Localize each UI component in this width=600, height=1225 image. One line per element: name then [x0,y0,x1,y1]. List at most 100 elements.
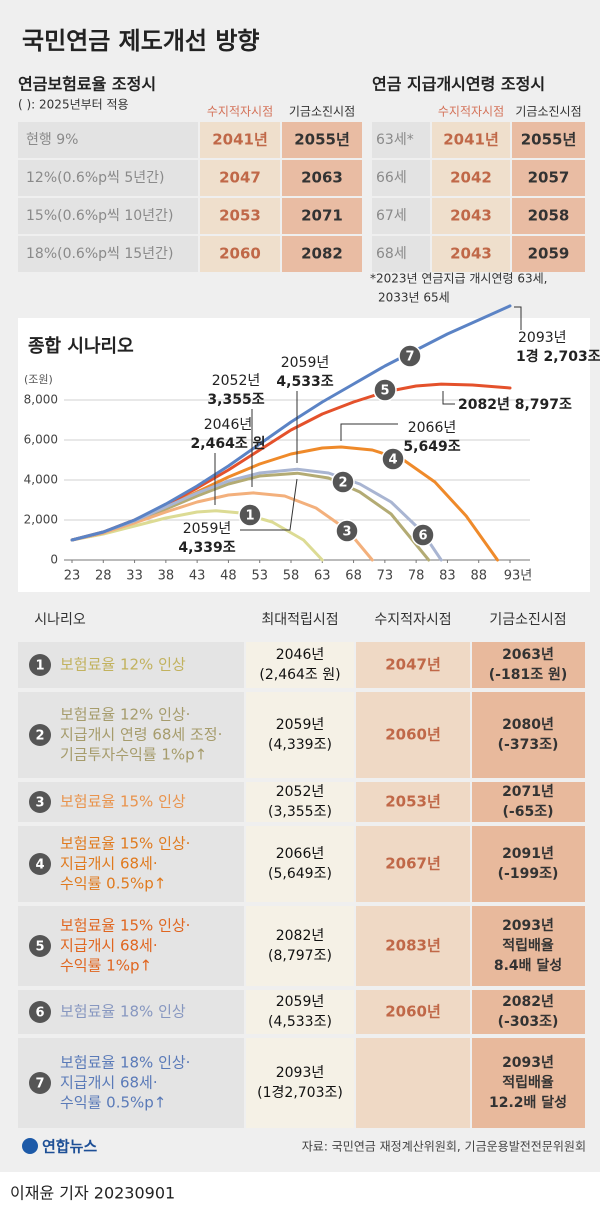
row-label: 68세 [376,246,407,262]
series-badge [238,503,262,527]
table-cell [18,906,244,986]
table-cell [432,198,510,234]
x-tick-label: 28 [95,569,112,584]
table-value: 2082 [301,245,343,263]
annotation: 2059년 [281,355,330,371]
scenario-desc: 보험료율 15% 인상· [60,835,190,853]
table-cell [432,160,510,196]
table-cell [472,692,585,778]
title: 국민연금 제도개선 방향 [22,27,260,55]
series-badge [373,378,397,402]
series-name: 5 [380,384,389,399]
table-cell [356,1038,470,1128]
table-cell [200,122,280,158]
row-label: 12%(0.6%p씩 5년간) [26,170,165,186]
table-cell [18,122,198,158]
table-cell [200,160,280,196]
scenario-deficit: 2060년 [385,726,441,744]
series-badge [398,344,422,368]
scenario-desc: 보험료율 15% 인상 [60,793,186,811]
scenario-number: 7 [35,1077,44,1092]
row-label: 66세 [376,170,407,186]
scenario-desc: 수익률 0.5%p↑ [60,1094,166,1112]
x-tick-label: 23 [64,569,81,584]
scenario-badge [29,1072,51,1094]
scenario-desc: 수익률 1%p↑ [60,957,152,975]
scenario-desc: 보험료율 18% 인상 [60,1003,186,1021]
series-badge [335,519,359,543]
series-name: 3 [342,525,351,540]
table-value: 2053 [219,207,261,225]
x-tick-label: 88 [470,569,487,584]
table-cell [472,642,585,688]
table-value: 2059 [528,245,570,263]
y-tick-label: 4,000 [24,473,58,487]
scenario-number: 4 [35,858,44,873]
x-tick-label: 43 [189,569,206,584]
table-title: 연금 지급개시연령 조정시 [372,75,545,94]
scenario-peak: (2,464조 원) [259,667,340,683]
table-cell [282,122,362,158]
scenario-peak: (1경2,703조) [257,1085,343,1101]
table-cell [372,160,430,196]
scenario-peak: (3,355조) [268,804,332,820]
chart-title: 종합 시나리오 [28,335,134,357]
footer-strip [0,1172,600,1225]
table-cell [432,122,510,158]
table-cell [282,198,362,234]
annotation: 1경 2,703조 [516,348,600,365]
column-header: 수지적자시점 [207,105,273,119]
column-header: 기금소진시점 [289,105,355,119]
table-cell [356,826,470,902]
table-cell [472,906,585,986]
scenario-deficit: 2067년 [385,855,441,873]
scenario-depletion: 12.2배 달성 [489,1095,567,1111]
series-name: 1 [245,509,254,524]
table-value: 2060 [219,245,261,263]
table-cell [246,642,354,688]
scenario-depletion: 적립배율 [502,1074,554,1091]
scenario-peak: (5,649조) [268,866,332,882]
scenario-number: 3 [35,796,44,811]
x-tick-label: 53 [251,569,268,584]
row-label: 67세 [376,208,407,224]
scenario-depletion: 2080년 [502,717,554,733]
table-cell [200,236,280,272]
footnote: *2023년 연금지급 개시연령 63세, [370,272,547,286]
table-cell [200,198,280,234]
scenario-depletion: 2082년 [502,994,554,1010]
table-value: 2063 [301,169,343,187]
series-line [70,509,324,562]
y-axis-label: (조원) [24,373,53,386]
column-header: 기금소진시점 [489,612,566,628]
column-header: 최대적립시점 [261,612,338,628]
leader [340,423,398,441]
scenario-badge [29,1001,51,1023]
table-value: 2058 [528,207,570,225]
table-value: 2047 [219,169,261,187]
byline: 이재윤 기자 20230901 [10,1184,175,1203]
scenario-number: 1 [35,659,44,674]
scenario-depletion: 2091년 [502,846,554,862]
table-cell [246,782,354,822]
scenario-depletion: 8.4배 달성 [494,958,562,974]
x-tick-label: 83 [439,569,456,584]
table-value: 2057 [528,169,570,187]
table-cell [356,990,470,1034]
scenario-badge [29,791,51,813]
annotation: 2,464조 원 [191,436,266,452]
x-tick-label: 48 [220,569,237,584]
leader [514,306,522,330]
scenario-peak: 2066년 [276,846,325,862]
scenario-deficit: 2053년 [385,793,441,811]
scenario-peak: 2059년 [276,994,325,1010]
table-cell [246,990,354,1034]
scenario-depletion: 적립배율 [502,937,554,954]
table-cell [18,826,244,902]
scenario-peak: 2093년 [276,1065,325,1081]
x-tick-label: 33 [126,569,143,584]
annotation: 4,339조 [178,540,235,556]
leader [240,478,298,531]
scenario-depletion: (-199조) [498,866,559,882]
